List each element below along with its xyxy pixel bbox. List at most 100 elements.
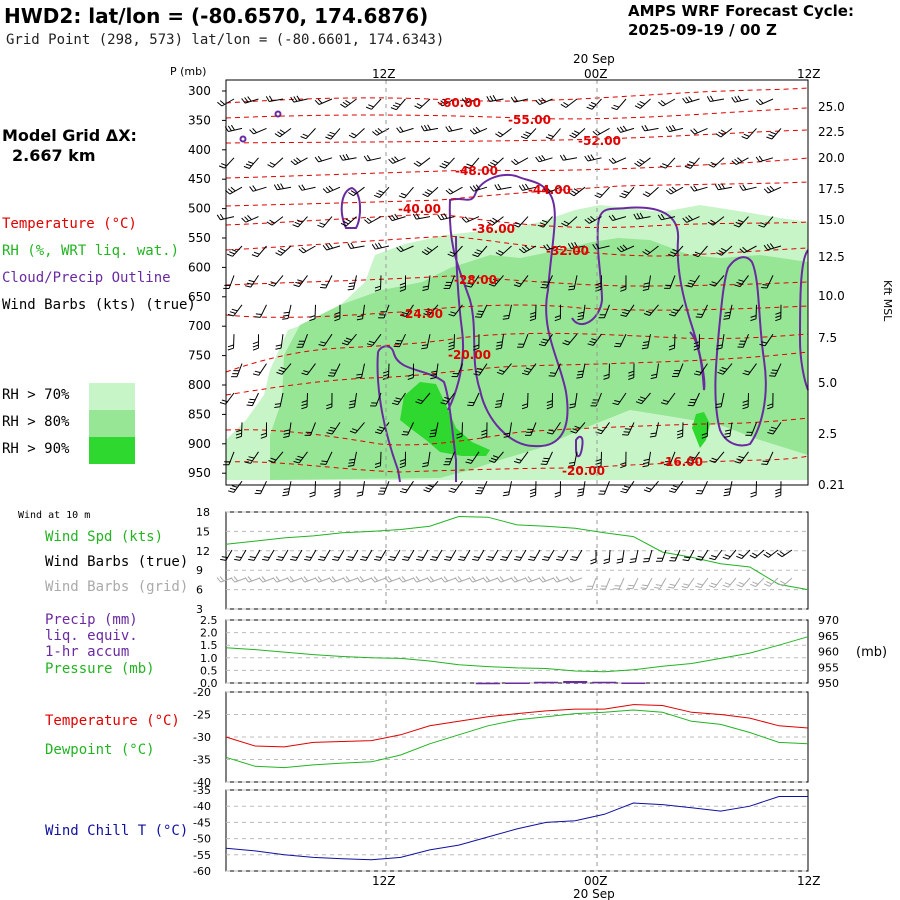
wind-barb bbox=[224, 124, 243, 132]
wind-barb bbox=[347, 451, 357, 467]
wind-barb bbox=[243, 157, 259, 169]
surface-barb-true bbox=[629, 549, 639, 564]
surface-barb-true bbox=[304, 549, 317, 561]
temp-contour-line bbox=[225, 455, 809, 473]
surface-barb-grid bbox=[440, 576, 457, 583]
surface-barb-true bbox=[570, 549, 583, 561]
wind-barb bbox=[318, 333, 333, 347]
wind-barb bbox=[440, 392, 455, 405]
wind-barb bbox=[503, 422, 512, 438]
wind-barb bbox=[407, 363, 414, 380]
surface-barb-grid bbox=[750, 577, 765, 588]
surface-barbs-grid bbox=[216, 576, 793, 590]
wind-barb bbox=[660, 157, 676, 169]
wind-barb bbox=[682, 96, 700, 104]
wind-barb bbox=[235, 422, 243, 439]
wind-barb bbox=[319, 275, 333, 289]
wind-barb bbox=[546, 392, 553, 410]
wind-barb bbox=[766, 128, 782, 140]
wind-barb bbox=[430, 363, 439, 380]
legend-rh70-label: RH > 70% bbox=[2, 387, 70, 403]
wind-barb bbox=[658, 98, 676, 107]
windchill-tick-label: -35 bbox=[193, 784, 211, 797]
wind-barb bbox=[513, 451, 529, 464]
wind-barb bbox=[742, 363, 757, 376]
wind-barb bbox=[464, 157, 480, 169]
surface-barb-grid bbox=[314, 576, 331, 583]
wind-barb bbox=[348, 186, 365, 197]
wind-barb bbox=[412, 213, 431, 220]
kft-tick-label: 0.21 bbox=[818, 478, 845, 492]
wind-barb bbox=[620, 304, 635, 317]
kft-tick-label: 12.5 bbox=[818, 250, 845, 264]
wind-barb bbox=[759, 333, 774, 347]
wind-barb bbox=[668, 245, 684, 257]
wind-tick-label: 6 bbox=[196, 584, 203, 597]
wind-barb bbox=[734, 451, 749, 464]
wind-barb bbox=[218, 157, 235, 169]
temp-label: -55.00 bbox=[508, 113, 551, 127]
wind-barb bbox=[668, 480, 684, 493]
wind-barb bbox=[445, 125, 463, 132]
surface-barb-true bbox=[332, 549, 345, 561]
pressure-tick-label: 600 bbox=[188, 260, 211, 274]
surface-barb-true bbox=[388, 549, 401, 561]
surface-barb-true bbox=[444, 549, 457, 561]
wind-barb bbox=[422, 275, 431, 291]
rh90-region-right bbox=[692, 412, 710, 448]
pressure-tick-label: 750 bbox=[188, 349, 211, 363]
wind-barb bbox=[635, 392, 651, 405]
wind-barb bbox=[695, 304, 708, 318]
wind-barb bbox=[355, 363, 365, 379]
pressure-tick-label: 955 bbox=[818, 661, 839, 674]
wind-barb bbox=[684, 157, 700, 169]
wind-barb bbox=[226, 245, 243, 257]
wind-barb bbox=[546, 422, 561, 435]
wind-barb bbox=[657, 213, 676, 221]
legend-wind-barbs: Wind Barbs (kts) (true) bbox=[2, 297, 196, 313]
wind-barb bbox=[469, 126, 488, 135]
pressure-tick-label: 300 bbox=[188, 84, 211, 98]
pressure-unit-label: (mb) bbox=[856, 645, 887, 660]
wind-barb bbox=[518, 245, 537, 254]
wind-barb bbox=[254, 304, 267, 318]
cross-section-panel: -60.00 -55.00 -52.00 -48.00 -44.00 -40.0… bbox=[170, 52, 894, 498]
precip-tick-label: 1.5 bbox=[200, 639, 218, 652]
wind-barb bbox=[502, 481, 512, 497]
wind-barb bbox=[366, 333, 382, 346]
wind-barb bbox=[322, 243, 341, 251]
temp-label: -24.00 bbox=[400, 307, 443, 321]
wind-barb bbox=[742, 392, 749, 410]
surface-barb-grid bbox=[586, 577, 597, 590]
wind-barb bbox=[620, 451, 627, 469]
wind-panel: 18 15 12 9 6 3 bbox=[196, 506, 809, 616]
wind-barb bbox=[570, 422, 586, 434]
surface-barb-grid bbox=[640, 577, 653, 590]
wind-barb bbox=[377, 481, 390, 495]
wind-barb bbox=[755, 98, 774, 106]
grid-point-info: Grid Point (298, 573) lat/lon = (-80.660… bbox=[6, 32, 445, 48]
wind-barb bbox=[763, 243, 782, 251]
precip-bar bbox=[592, 681, 617, 684]
kft-tick-label: 2.5 bbox=[818, 427, 837, 441]
wind-barb bbox=[538, 333, 553, 347]
surface-barb-grid bbox=[258, 576, 275, 583]
temp-tick-label: -20 bbox=[193, 686, 211, 699]
wind-barb bbox=[249, 127, 267, 135]
wind-barb bbox=[716, 245, 733, 256]
wind-barb bbox=[396, 245, 414, 253]
wind-barb bbox=[537, 216, 553, 228]
kft-tick-label: 20.0 bbox=[818, 151, 845, 165]
precip-bar bbox=[505, 682, 529, 684]
wind-barb bbox=[469, 184, 488, 192]
temp-label: -36.00 bbox=[472, 222, 515, 236]
wind-barb bbox=[465, 275, 480, 288]
wind-barb bbox=[733, 216, 749, 228]
wind-barb bbox=[301, 363, 316, 376]
wind-barb bbox=[568, 186, 586, 197]
wind-barb bbox=[317, 216, 333, 228]
wind-barb bbox=[300, 128, 316, 140]
surface-barb-true bbox=[220, 549, 233, 561]
surface-barb-true bbox=[528, 549, 541, 561]
temp-contour-line bbox=[225, 181, 809, 207]
